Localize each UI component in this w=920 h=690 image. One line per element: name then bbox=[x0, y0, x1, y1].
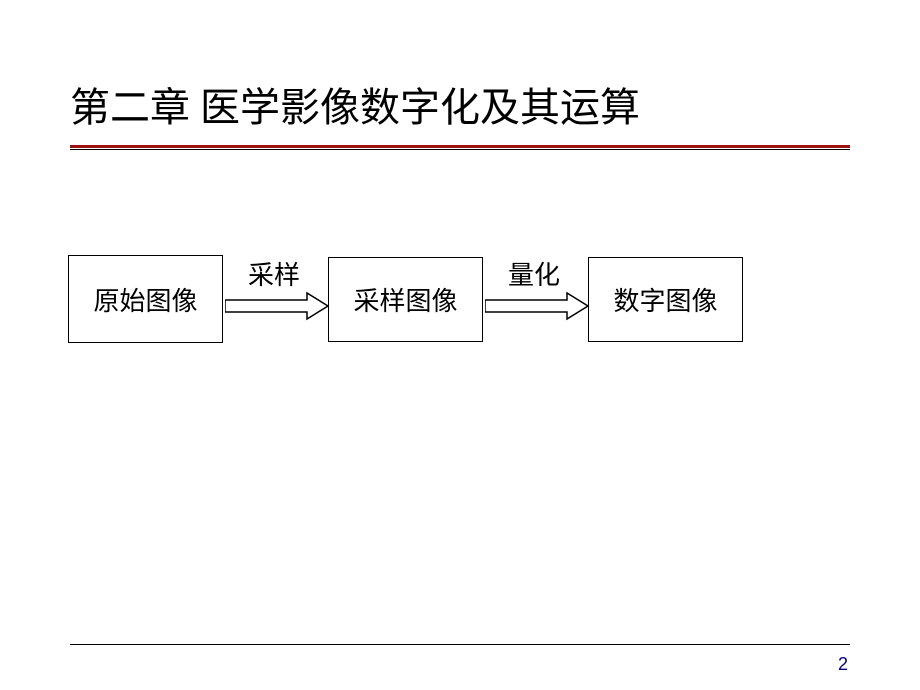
arrow-label: 量化 bbox=[508, 255, 560, 292]
node-label: 数字图像 bbox=[613, 281, 717, 318]
flowchart-node-1: 原始图像 bbox=[68, 255, 223, 343]
arrow-right-icon bbox=[225, 291, 330, 321]
bottom-divider bbox=[70, 644, 850, 645]
node-label: 采样图像 bbox=[353, 281, 457, 318]
flowchart-arrow-1: 采样 bbox=[223, 255, 328, 343]
slide-title: 第二章 医学影像数字化及其运算 bbox=[70, 75, 850, 133]
page-number: 2 bbox=[838, 654, 848, 675]
flowchart-diagram: 原始图像 采样 采样图像 量化 数字图像 bbox=[68, 255, 743, 343]
title-underline-black bbox=[70, 149, 850, 150]
node-label: 原始图像 bbox=[93, 281, 197, 318]
flowchart-node-2: 采样图像 bbox=[328, 257, 483, 342]
flowchart-node-3: 数字图像 bbox=[588, 257, 743, 342]
arrow-label: 采样 bbox=[248, 255, 300, 292]
flowchart-arrow-2: 量化 bbox=[483, 255, 588, 343]
title-underline-red bbox=[70, 145, 850, 148]
arrow-right-icon bbox=[485, 291, 590, 321]
slide-container: 第二章 医学影像数字化及其运算 原始图像 采样 采样图像 量化 数字图像 2 bbox=[0, 0, 920, 690]
